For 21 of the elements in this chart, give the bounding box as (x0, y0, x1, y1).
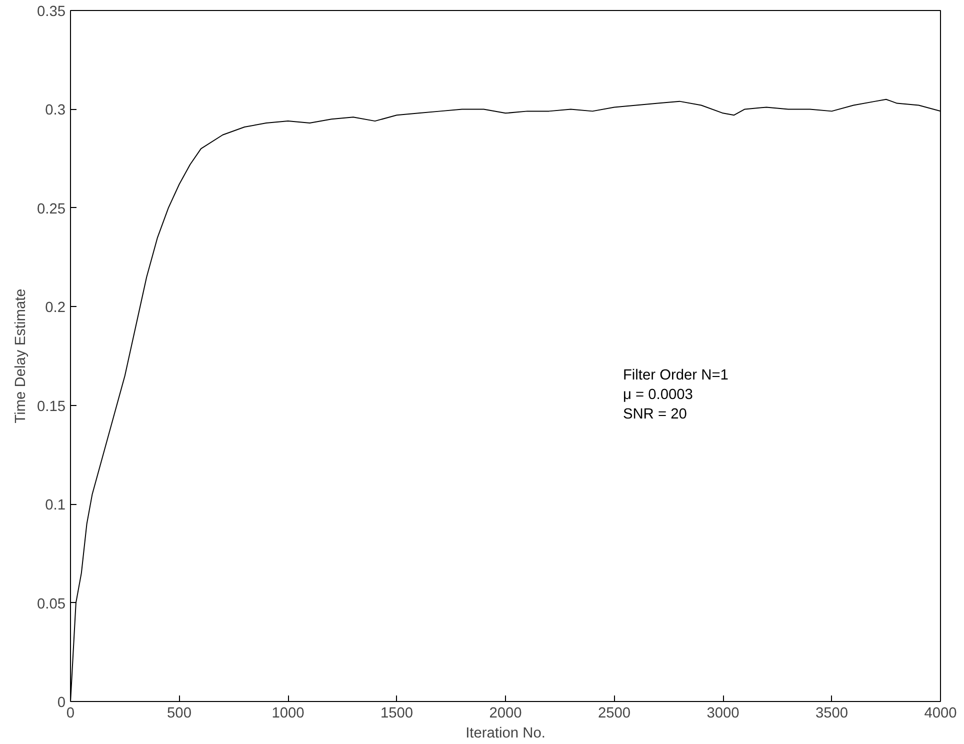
y-tick-label: 0.25 (36, 201, 66, 218)
x-tick-label: 1000 (272, 706, 304, 722)
x-tick-label: 3000 (706, 706, 740, 722)
y-tick-label: 0 (57, 695, 66, 711)
annotation: Filter Order N=1 (622, 368, 728, 384)
x-tick-label: 2000 (489, 706, 522, 722)
x-tick-label: 500 (167, 706, 192, 722)
y-tick-label: 0.3 (45, 102, 66, 119)
y-tick-label: 0.2 (45, 300, 66, 316)
y-tick-label: 0.1 (45, 498, 66, 514)
x-tick-label: 4000 (924, 706, 957, 722)
x-tick-label: 3500 (815, 706, 848, 722)
y-tick-label: 0.05 (36, 596, 66, 612)
y-axis-title: Time Delay Estimate (12, 288, 29, 424)
annotation: SNR = 20 (622, 406, 687, 422)
x-tick-label: 2500 (598, 706, 631, 722)
y-tick-label: 0.35 (36, 4, 66, 20)
y-tick-label: 0.15 (36, 398, 66, 415)
annotation: μ = 0.0003 (622, 386, 693, 403)
x-tick-label: 1500 (380, 706, 414, 722)
x-axis-title: Iteration No. (466, 726, 546, 742)
